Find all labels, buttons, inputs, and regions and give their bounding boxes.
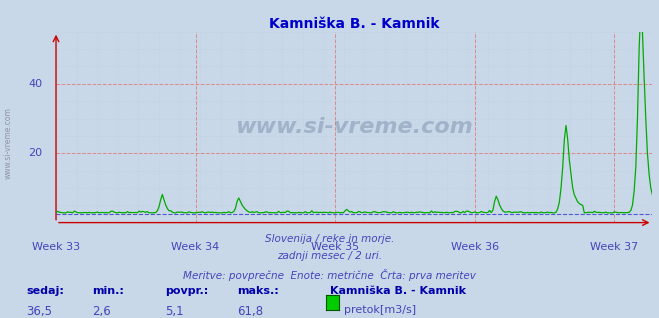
Text: Meritve: povprečne  Enote: metrične  Črta: prva meritev: Meritve: povprečne Enote: metrične Črta:… [183,269,476,281]
Text: Week 33: Week 33 [32,242,80,252]
Text: pretok[m3/s]: pretok[m3/s] [344,305,416,315]
Text: Week 34: Week 34 [171,242,219,252]
Text: www.si-vreme.com: www.si-vreme.com [235,117,473,137]
Text: maks.:: maks.: [237,286,279,296]
Text: Kamniška B. - Kamnik: Kamniška B. - Kamnik [330,286,465,296]
Text: Week 36: Week 36 [451,242,499,252]
Text: zadnji mesec / 2 uri.: zadnji mesec / 2 uri. [277,251,382,261]
Text: Week 37: Week 37 [590,242,639,252]
Text: 5,1: 5,1 [165,305,183,318]
Title: Kamniška B. - Kamnik: Kamniška B. - Kamnik [269,17,440,31]
Text: 40: 40 [28,79,43,89]
Text: 20: 20 [28,148,43,158]
Text: min.:: min.: [92,286,124,296]
Text: povpr.:: povpr.: [165,286,208,296]
Text: www.si-vreme.com: www.si-vreme.com [3,107,13,179]
Text: 61,8: 61,8 [237,305,264,318]
Text: 2,6: 2,6 [92,305,111,318]
Text: Week 35: Week 35 [311,242,359,252]
Text: sedaj:: sedaj: [26,286,64,296]
Text: 36,5: 36,5 [26,305,52,318]
Text: Slovenija / reke in morje.: Slovenija / reke in morje. [265,234,394,244]
